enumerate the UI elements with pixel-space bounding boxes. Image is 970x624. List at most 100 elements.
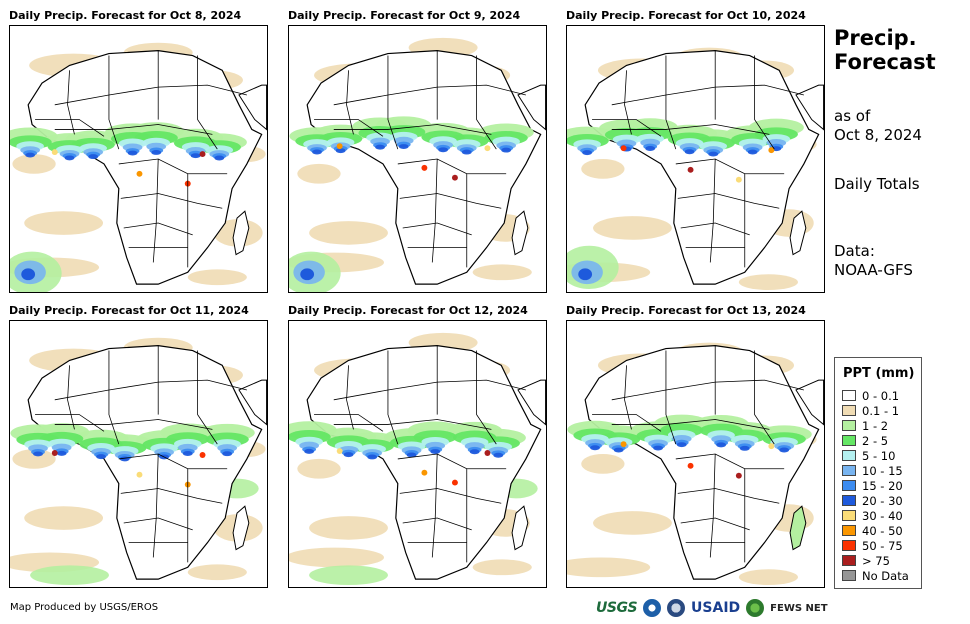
heavy-rain-core [768,443,775,450]
legend-title: PPT (mm) [843,366,915,381]
light-rain-area [12,154,56,174]
as-of-date: Oct 8, 2024 [834,126,922,144]
country-border [123,222,193,236]
rain-area [684,149,695,155]
country-border [675,453,785,470]
heavy-rain-area [21,268,36,281]
rain-area [56,450,67,456]
rain-area [501,147,512,153]
rain-area [304,448,315,454]
country-border [399,193,502,209]
rain-area [493,452,504,458]
heavy-rain-core [136,471,143,478]
africa-map [289,37,546,292]
heavy-rain-core [421,164,428,171]
side-title-line2: Forecast [834,50,936,74]
country-border [680,222,750,236]
precip-map [566,25,825,293]
precip-map [566,320,825,588]
legend-item: 15 - 20 [842,480,903,493]
heavy-rain-area [578,268,593,281]
country-border [754,350,775,445]
heavy-rain-core [336,448,343,454]
country-border [754,55,775,150]
usaid-seal-icon [667,599,686,617]
country-border [54,419,213,430]
heavy-rain-core [687,166,694,173]
heavy-rain-core [620,441,627,448]
legend-swatch [842,390,856,401]
country-border [592,119,662,137]
country-border [54,124,213,135]
africa-coastline [306,345,542,580]
light-rain-area [297,458,341,479]
madagascar-outline [511,505,529,551]
madagascar-outline [789,505,807,551]
legend-label: 1 - 2 [862,419,889,433]
heavy-rain-core [768,147,775,154]
madagascar-outline [232,505,250,551]
fews-globe-icon [746,599,765,617]
panel-title: Daily Precip. Forecast for Oct 13, 2024 [566,304,806,317]
arabia-coastline [238,379,267,426]
rain-area [406,452,417,458]
rain-area [461,149,472,155]
light-rain-area [187,564,247,581]
country-border [35,414,105,432]
data-source-block: Data: NOAA-GFS [834,242,913,280]
data-source-label: Data: [834,242,875,260]
legend-swatch [842,525,856,536]
legend-item: 5 - 10 [842,450,895,463]
heavy-rain-core [451,479,458,486]
rain-area [64,155,75,161]
country-border [152,453,159,558]
country-border [677,488,780,504]
rain-area [25,152,36,158]
legend-item: 0.1 - 1 [842,405,899,418]
light-rain-area [738,569,798,586]
rain-area [645,146,656,151]
legend-label: 40 - 50 [862,524,903,538]
heavy-rain-core [199,151,206,158]
legend-label: > 75 [862,554,890,568]
light-rain-area [309,221,388,245]
africa-map [10,42,267,292]
rain-area [127,150,138,156]
legend-item: 40 - 50 [842,525,903,538]
legend-swatch [842,435,856,446]
legend-swatch [842,555,856,566]
rain-area [430,449,441,455]
country-border [675,158,785,175]
country-border [476,55,497,150]
map-credit: Map Produced by USGS/EROS [10,602,159,613]
arabia-coastline [238,84,267,131]
country-border [402,222,472,236]
as-of-label: as of [834,107,871,125]
legend-item: 30 - 40 [842,510,903,523]
light-rain-area [581,159,625,179]
country-border [680,517,750,531]
panel-title: Daily Precip. Forecast for Oct 11, 2024 [9,304,249,317]
rain-area [469,449,480,455]
side-title: Precip. Forecast [834,26,936,74]
country-border [387,55,399,150]
heavy-rain-core [136,170,143,177]
rain-area [367,454,378,460]
legend-label: 0.1 - 1 [862,404,900,418]
rain-area [30,565,109,586]
light-rain-area [12,449,56,469]
country-border [35,119,105,137]
light-rain-area [289,547,384,568]
madagascar-outline [232,210,250,256]
country-border [314,119,384,137]
rain-area [96,454,106,460]
legend-swatch [842,450,856,461]
heavy-rain-core [687,462,694,469]
country-border [592,414,662,432]
light-rain-area [581,454,625,474]
legend-item: 2 - 5 [842,435,888,448]
country-border [314,414,384,432]
legend-item: 0 - 0.1 [842,390,899,403]
country-border [67,365,75,430]
